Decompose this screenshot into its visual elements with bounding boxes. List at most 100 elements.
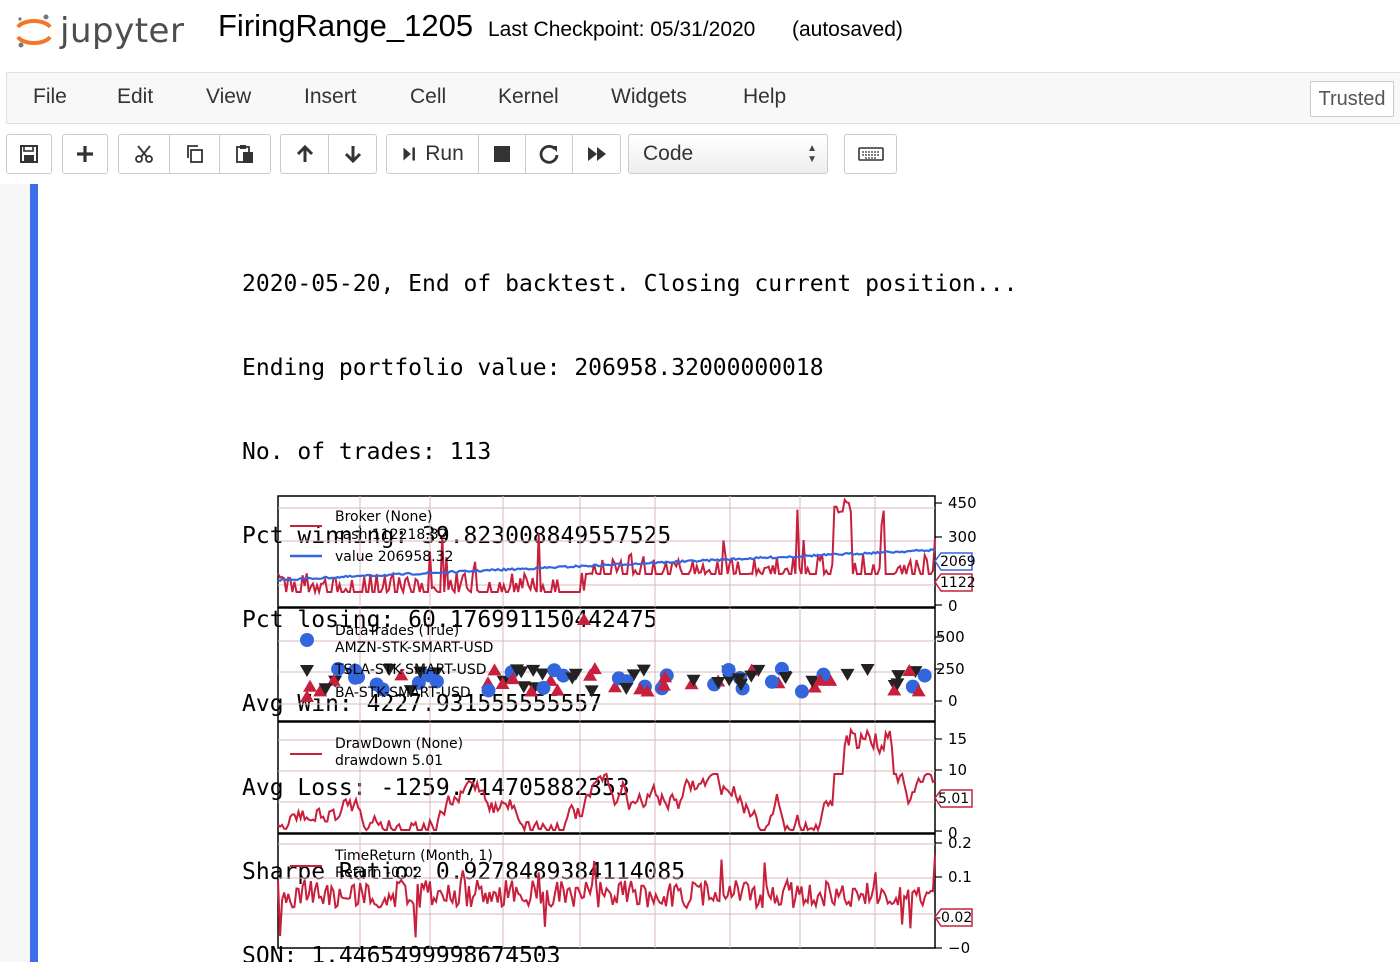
jupyter-logo[interactable]: jupyter (12, 8, 197, 54)
value-tag (934, 552, 973, 571)
autosave-status: (autosaved) (792, 18, 903, 41)
trade-marker-tsla (382, 664, 397, 677)
trade-marker-tsla (514, 666, 529, 679)
trade-marker-tsla (778, 671, 793, 684)
legend-timereturn: TimeReturn (Month, 1) Return -0.02 (290, 848, 493, 881)
trade-marker-ba (313, 684, 328, 697)
cash-tag (934, 573, 973, 592)
cell-output-text: 2020-05-20, End of backtest. Closing cur… (242, 214, 1017, 962)
menu-kernel[interactable]: Kernel (498, 85, 559, 108)
menu-help[interactable]: Help (743, 85, 787, 108)
run-button[interactable]: Run (386, 134, 479, 174)
trade-marker-tsla (805, 675, 820, 688)
trade-marker-ba (524, 684, 539, 697)
trade-marker-amzn (547, 663, 562, 678)
restart-icon (539, 144, 559, 164)
select-arrows-icon: ▲ ▼ (807, 143, 817, 165)
trade-marker-amzn (429, 674, 444, 689)
checkpoint-status: Last Checkpoint: 05/31/2020 (488, 18, 756, 41)
legend-label-return: Return -0.02 (335, 865, 422, 881)
stop-icon (494, 146, 510, 162)
cell-type-select[interactable]: Code ▲ ▼ (628, 134, 828, 174)
legend-datatrades: DataTrades (True) AMZN-STK-SMART-USD TSL… (300, 623, 493, 702)
trade-marker-tsla (722, 674, 737, 687)
run-label: Run (425, 142, 464, 165)
trade-marker-tsla (686, 674, 701, 687)
drawdown-tag-label: 5.01 (938, 791, 969, 807)
value-tag-label: 2069 (940, 554, 976, 570)
output-line: Avg Loss: -1259.714705882353 (242, 775, 630, 801)
trade-marker-tsla (636, 664, 651, 677)
trade-marker-amzn (794, 684, 809, 699)
logo-text: jupyter (60, 11, 185, 51)
cash-tag-label: 1122 (940, 575, 976, 591)
header: jupyter FiringRange_1205 Last Checkpoint… (0, 0, 1400, 72)
legend-triangle-up-icon (300, 690, 314, 702)
selected-cell-indicator[interactable] (30, 184, 38, 962)
trade-marker-ba (394, 668, 409, 681)
output-line: 2020-05-20, End of backtest. Closing cur… (242, 271, 1018, 297)
backtest-plot: Broker (None) cash 112218.32 value 20695… (277, 494, 977, 957)
menu-edit[interactable]: Edit (117, 85, 154, 108)
trade-marker-tsla (526, 664, 541, 677)
command-palette-button[interactable] (844, 134, 897, 174)
drawdown-tag (934, 789, 973, 808)
restart-run-all-button[interactable] (572, 134, 621, 174)
trade-marker-tsla (568, 668, 583, 681)
notebook-name[interactable]: FiringRange_1205 (218, 8, 474, 43)
menu-cell[interactable]: Cell (410, 85, 447, 108)
trade-marker-ba (911, 684, 926, 697)
trade-marker-ba (607, 680, 622, 693)
legend-title-timereturn: TimeReturn (Month, 1) (334, 848, 493, 864)
menu-file[interactable]: File (33, 85, 67, 108)
trade-marker-tsla (890, 678, 905, 691)
y-axis-tickmarks (935, 502, 942, 949)
legend-label-tsla: TSLA-STK-SMART-USD (334, 662, 487, 678)
run-icon (403, 147, 416, 161)
interrupt-button[interactable] (478, 134, 526, 174)
paste-icon (236, 145, 253, 163)
trade-marker-tsla (619, 682, 634, 695)
trade-marker-ba (487, 663, 502, 676)
ytick-label: 300 (948, 528, 977, 546)
legend-title-datatrades: DataTrades (True) (335, 623, 459, 639)
menu-widgets[interactable]: Widgets (611, 85, 687, 108)
menu-insert[interactable]: Insert (304, 85, 357, 108)
legend-circle-icon (300, 633, 314, 647)
insert-cell-button[interactable] (62, 134, 108, 174)
trade-marker-ba (902, 663, 917, 676)
restart-button[interactable] (525, 134, 573, 174)
toolbar: Run Code ▲ ▼ (0, 124, 1400, 184)
plus-icon (77, 146, 93, 162)
ytick-label: 10 (948, 761, 967, 779)
notebook-container: 2020-05-20, End of backtest. Closing cur… (0, 184, 1400, 962)
move-down-button[interactable] (328, 134, 377, 174)
jupyter-logo-icon (16, 14, 52, 48)
trade-marker-ba (807, 680, 822, 693)
save-button[interactable] (6, 134, 52, 174)
legend-title-drawdown: DrawDown (None) (335, 736, 463, 752)
trusted-indicator[interactable]: Trusted (1310, 81, 1394, 117)
trade-marker-tsla (535, 668, 550, 681)
trade-marker-tsla (860, 664, 875, 677)
return-tag (934, 908, 973, 927)
ytick-label: −0 (948, 939, 970, 957)
paste-button[interactable] (219, 134, 271, 174)
copy-button[interactable] (169, 134, 220, 174)
ytick-label: 15 (948, 730, 967, 748)
trade-marker-amzn (481, 683, 496, 698)
menu-view[interactable]: View (206, 85, 252, 108)
trade-marker-tsla (516, 681, 531, 694)
trade-marker-ba (658, 670, 673, 683)
copy-icon (186, 145, 203, 163)
last-value-tags: 2069 1122 5.01 -0.02 (934, 552, 976, 927)
fast-forward-icon (587, 147, 606, 161)
trade-marker-ba (633, 682, 648, 695)
trade-marker-tsla (751, 664, 766, 677)
trade-marker-tsla (626, 669, 641, 682)
output-line: Ending portfolio value: 206958.320000000… (242, 355, 824, 381)
trade-marker-ba (303, 679, 318, 692)
move-up-button[interactable] (280, 134, 329, 174)
trade-marker-ba (656, 678, 671, 691)
cut-button[interactable] (118, 134, 170, 174)
